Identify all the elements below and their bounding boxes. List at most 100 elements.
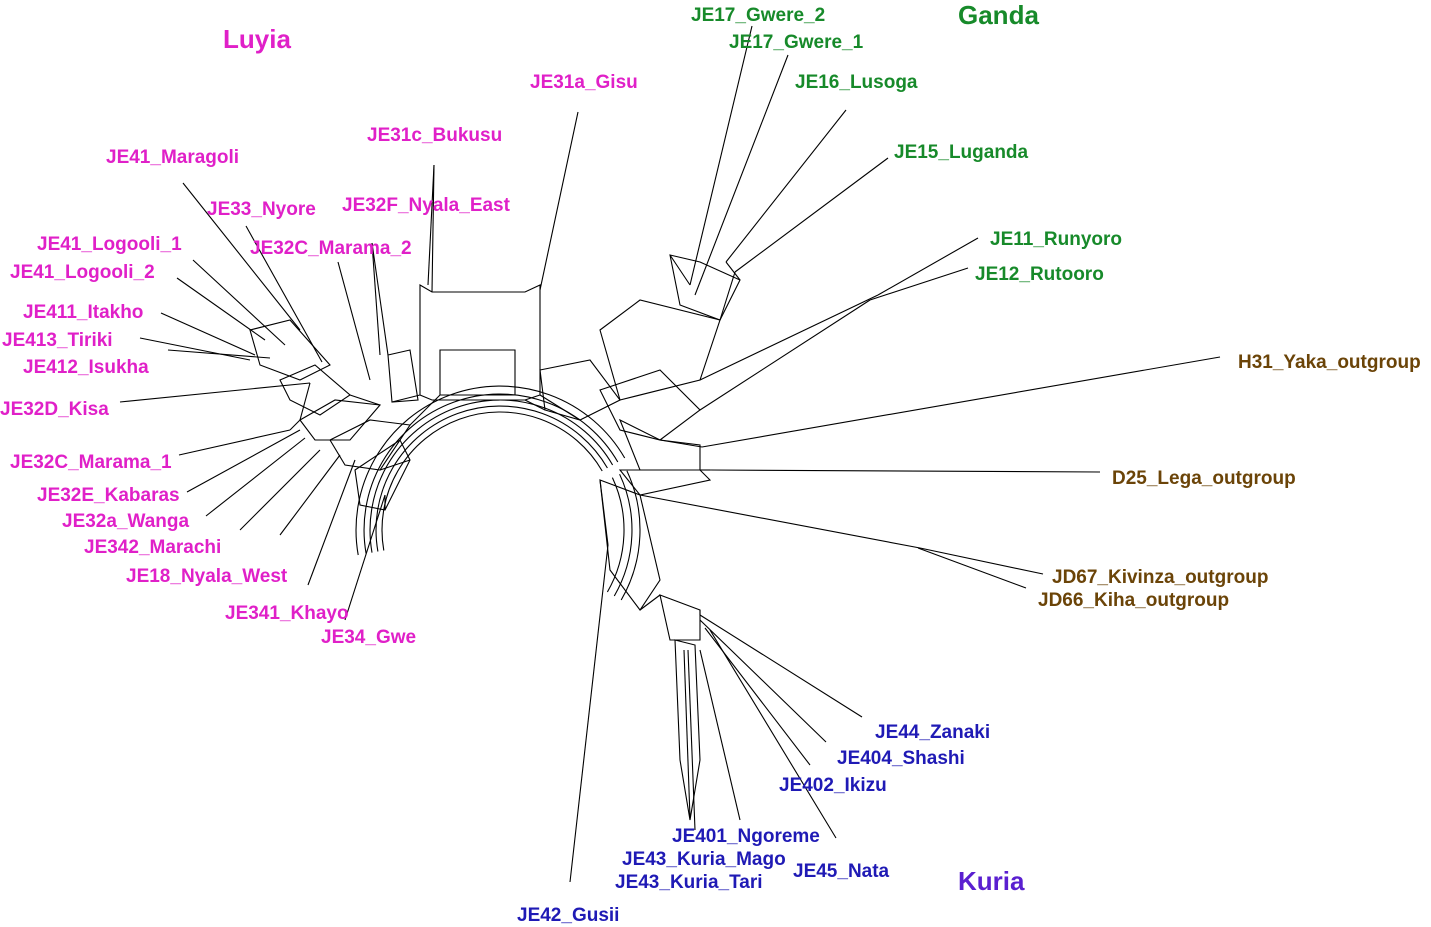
je17-gwere-1-label: JE17_Gwere_1 bbox=[729, 32, 864, 53]
je31a-gisu-label: JE31a_Gisu bbox=[530, 72, 638, 93]
je413-tiriki-label: JE413_Tiriki bbox=[2, 330, 113, 351]
je412-isukha-label: JE412_Isukha bbox=[23, 357, 149, 378]
connector-6 bbox=[719, 271, 736, 321]
connector-7 bbox=[725, 261, 741, 281]
je31c-bukusu-label: JE31c_Bukusu bbox=[367, 125, 502, 146]
d25-lega-outgroup-label: D25_Lega_outgroup bbox=[1112, 468, 1296, 489]
connector-3 bbox=[371, 242, 389, 356]
je32e-kabaras-branch bbox=[186, 429, 301, 493]
je341-khayo-branch bbox=[307, 459, 356, 586]
je17-gwere-1-branch bbox=[694, 54, 789, 296]
core-ring-2 bbox=[369, 399, 614, 553]
je11-runyoro-branch bbox=[877, 237, 979, 296]
connector-2 bbox=[524, 399, 546, 411]
je32a-wanga-label: JE32a_Wanga bbox=[62, 511, 190, 532]
jd66-kiha-outgroup-branch bbox=[917, 547, 1027, 589]
group-labels: Luyia Ganda Kuria bbox=[223, 0, 1039, 896]
connector-20 bbox=[409, 394, 441, 426]
connector-17 bbox=[289, 419, 301, 431]
split-box-8 bbox=[669, 254, 741, 321]
je341-khayo-label: JE341_Khayo bbox=[225, 603, 349, 624]
split-box-10 bbox=[539, 359, 621, 421]
je45-nata-label: JE45_Nata bbox=[793, 861, 890, 882]
split-box-7 bbox=[354, 439, 411, 511]
je32c-marama-2-label: JE32C_Marama_2 bbox=[250, 238, 412, 259]
je44-zanaki-branch bbox=[699, 614, 863, 718]
split-box-9 bbox=[599, 299, 721, 401]
je15-luganda-branch bbox=[734, 157, 889, 273]
connector-16 bbox=[299, 382, 311, 421]
je31c-bukusu-branch bbox=[427, 164, 435, 286]
je43-kuria-mago-label: JE43_Kuria_Mago bbox=[622, 849, 786, 870]
split-box-0 bbox=[419, 284, 541, 401]
je17-gwere-2-label: JE17_Gwere_2 bbox=[691, 5, 825, 26]
luyia-group-label: Luyia bbox=[223, 24, 291, 54]
taxon-labels: JE17_Gwere_2 JE17_Gwere_1 JE16_Lusoga JE15_… bbox=[0, 5, 1421, 926]
je34-gwe-branch bbox=[344, 494, 386, 621]
split-box-5 bbox=[299, 399, 382, 441]
je342-marachi-label: JE342_Marachi bbox=[84, 537, 221, 558]
kuria-group-label: Kuria bbox=[958, 866, 1025, 896]
je16-lusoga-branch bbox=[725, 109, 847, 263]
split-box-2 bbox=[387, 349, 419, 403]
je41-logooli-2-branch bbox=[176, 277, 266, 341]
connector-19 bbox=[349, 394, 381, 406]
je43-kuria-mago-branch bbox=[683, 649, 691, 819]
je31a-gisu-branch bbox=[539, 111, 579, 291]
je413-tiriki-branch bbox=[139, 337, 251, 361]
je16-lusoga-label: JE16_Lusoga bbox=[795, 72, 918, 93]
core-ring-right-1 bbox=[613, 473, 633, 597]
je42-gusii-label: JE42_Gusii bbox=[517, 905, 619, 926]
je32d-kisa-label: JE32D_Kisa bbox=[0, 399, 109, 420]
je342-marachi-branch bbox=[239, 449, 321, 531]
je17-gwere-2-branch bbox=[689, 25, 753, 286]
je401-ngoreme-label: JE401_Ngoreme bbox=[672, 826, 820, 847]
connector-4 bbox=[431, 164, 435, 293]
je18-nyala-west-label: JE18_Nyala_West bbox=[126, 566, 288, 587]
je32c-marama-1-branch bbox=[178, 429, 291, 456]
jd67-kivinza-outgroup-label: JD67_Kivinza_outgroup bbox=[1052, 567, 1268, 588]
je43-kuria-tari-label: JE43_Kuria_Tari bbox=[615, 872, 763, 893]
je411-itakho-branch bbox=[160, 312, 256, 356]
je404-shashi-branch bbox=[699, 619, 827, 743]
je404-shashi-label: JE404_Shashi bbox=[837, 748, 965, 769]
connector-9 bbox=[699, 299, 871, 411]
je41-maragoli-label: JE41_Maragoli bbox=[106, 147, 239, 168]
connector-8 bbox=[699, 294, 879, 381]
je12-rutooro-branch bbox=[869, 267, 969, 301]
connector-13 bbox=[639, 594, 661, 611]
connector-1 bbox=[539, 394, 581, 421]
core-ring-1 bbox=[375, 405, 608, 552]
split-box-4 bbox=[279, 364, 351, 416]
je33-nyore-label: JE33_Nyore bbox=[207, 199, 316, 220]
connector-21 bbox=[379, 459, 411, 471]
je42-gusii-branch bbox=[569, 544, 609, 883]
je32c-marama-1-label: JE32C_Marama_1 bbox=[10, 452, 172, 473]
je41-logooli-1-branch bbox=[192, 259, 286, 346]
jd67-kivinza-outgroup-branch bbox=[919, 547, 1044, 575]
je45-nata-branch bbox=[709, 629, 837, 839]
je44-zanaki-label: JE44_Zanaki bbox=[875, 722, 990, 743]
je11-runyoro-label: JE11_Runyoro bbox=[990, 229, 1122, 250]
h31-yaka-outgroup-label: H31_Yaka_outgroup bbox=[1238, 352, 1421, 373]
connector-12 bbox=[639, 494, 921, 549]
je34-gwe-label: JE34_Gwe bbox=[321, 627, 416, 648]
h31-yaka-outgroup-branch bbox=[701, 356, 1221, 448]
je412-isukha-branch bbox=[167, 349, 271, 359]
je32d-kisa-branch bbox=[119, 382, 311, 403]
core-ring-3 bbox=[363, 393, 619, 554]
je41-maragoli-branch bbox=[182, 182, 301, 331]
network-edges bbox=[119, 25, 1221, 883]
split-box-3 bbox=[249, 319, 331, 381]
core-ring-0 bbox=[381, 411, 603, 551]
je43-kuria-tari-branch bbox=[699, 649, 741, 821]
je18-nyala-west-branch bbox=[279, 454, 341, 536]
je15-luganda-label: JE15_Luganda bbox=[894, 142, 1029, 163]
connector-0 bbox=[391, 394, 421, 403]
je32f-nyala-east-branch bbox=[371, 242, 381, 356]
je41-logooli-2-label: JE41_Logooli_2 bbox=[10, 262, 155, 283]
ganda-group-label: Ganda bbox=[958, 0, 1039, 30]
je41-logooli-1-label: JE41_Logooli_1 bbox=[37, 234, 182, 255]
je32e-kabaras-label: JE32E_Kabaras bbox=[37, 485, 180, 506]
